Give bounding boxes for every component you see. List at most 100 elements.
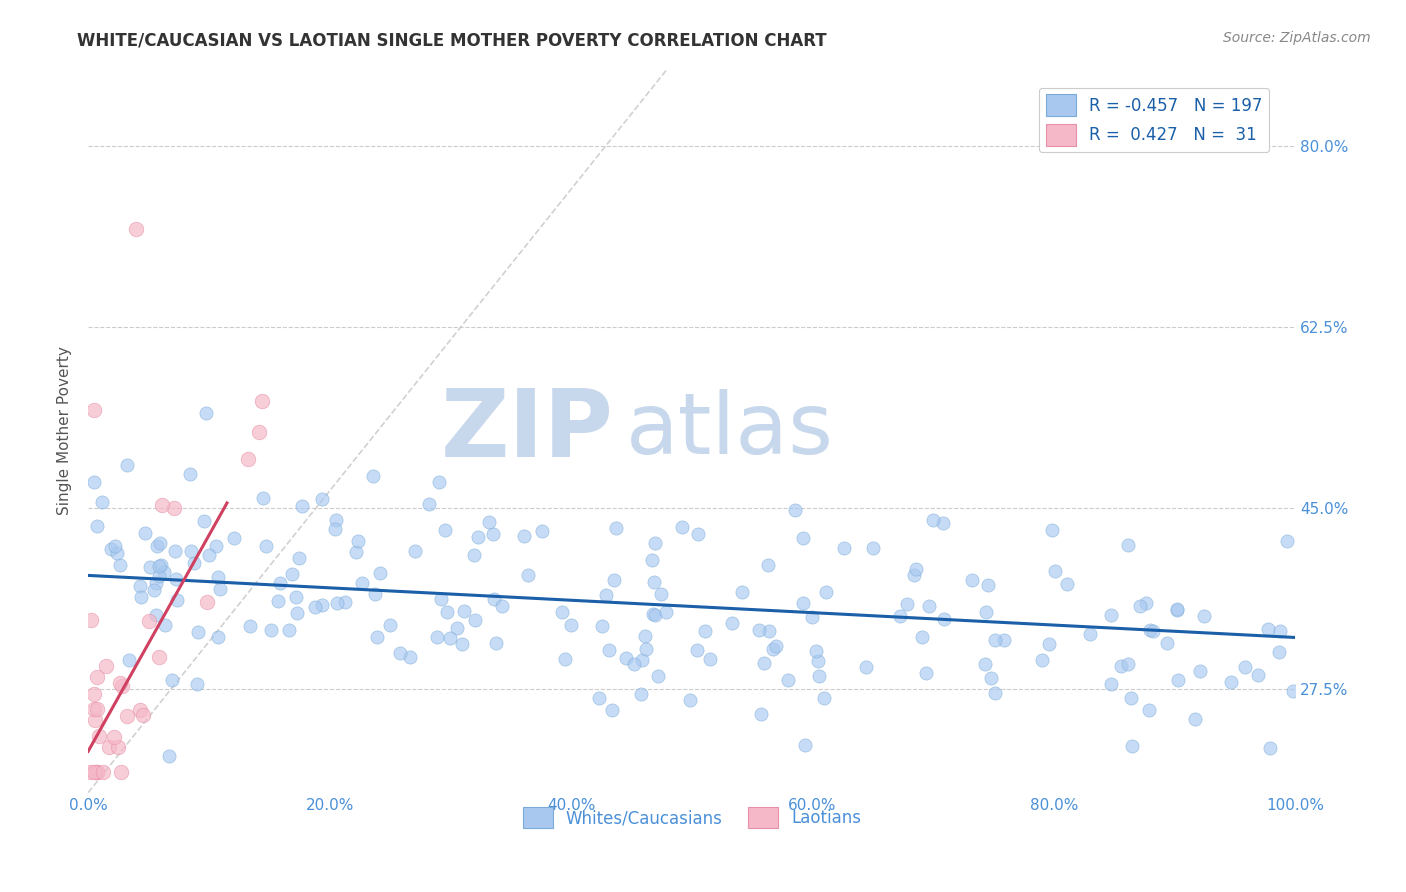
Point xyxy=(1031,653,1053,667)
Point xyxy=(352,576,374,591)
Point xyxy=(560,618,582,632)
Point xyxy=(97,739,120,754)
Point xyxy=(104,539,127,553)
Point xyxy=(623,657,645,671)
Point xyxy=(641,607,664,622)
Point xyxy=(239,619,262,633)
Point xyxy=(323,522,346,536)
Point xyxy=(631,653,654,667)
Point xyxy=(688,527,710,541)
Point xyxy=(364,587,387,601)
Point xyxy=(129,703,152,717)
Point xyxy=(107,740,129,755)
Point xyxy=(129,579,152,593)
Point xyxy=(463,548,485,562)
Point xyxy=(671,520,693,534)
Point xyxy=(605,521,627,535)
Point xyxy=(765,640,787,654)
Point xyxy=(333,595,356,609)
Point xyxy=(641,552,664,566)
Point xyxy=(304,599,326,614)
Point xyxy=(1268,624,1291,638)
Point xyxy=(980,671,1002,685)
Point xyxy=(110,764,132,779)
Point xyxy=(1043,564,1066,578)
Point xyxy=(1116,657,1139,671)
Point xyxy=(762,642,785,657)
Point xyxy=(139,560,162,574)
Point xyxy=(1078,627,1101,641)
Point xyxy=(644,608,666,623)
Point xyxy=(993,633,1015,648)
Point xyxy=(84,764,107,779)
Point xyxy=(288,551,311,566)
Point xyxy=(83,475,105,490)
Point xyxy=(807,669,830,683)
Point xyxy=(1135,596,1157,610)
Point xyxy=(278,623,301,637)
Point xyxy=(389,646,412,660)
Point xyxy=(1233,659,1256,673)
Point xyxy=(1282,684,1305,698)
Point xyxy=(776,673,799,687)
Point xyxy=(260,623,283,637)
Point xyxy=(855,660,877,674)
Point xyxy=(531,524,554,539)
Point xyxy=(1111,659,1133,673)
Point xyxy=(1257,622,1279,636)
Point xyxy=(446,621,468,635)
Text: WHITE/CAUCASIAN VS LAOTIAN SINGLE MOTHER POVERTY CORRELATION CHART: WHITE/CAUCASIAN VS LAOTIAN SINGLE MOTHER… xyxy=(77,31,827,49)
Point xyxy=(814,585,837,599)
Point xyxy=(1247,668,1270,682)
Point xyxy=(86,701,108,715)
Point xyxy=(429,591,451,606)
Point xyxy=(806,654,828,668)
Point xyxy=(551,605,574,619)
Point xyxy=(832,541,855,555)
Legend: Whites/Caucasians, Laotians: Whites/Caucasians, Laotians xyxy=(516,800,868,835)
Point xyxy=(1189,664,1212,678)
Point xyxy=(378,618,401,632)
Point xyxy=(149,558,172,572)
Point xyxy=(889,608,911,623)
Point xyxy=(922,513,945,527)
Point xyxy=(491,599,513,613)
Point xyxy=(630,687,652,701)
Point xyxy=(247,425,270,440)
Point xyxy=(1139,623,1161,637)
Point xyxy=(482,592,505,607)
Point xyxy=(118,653,141,667)
Point xyxy=(918,599,941,614)
Point xyxy=(83,687,105,701)
Point xyxy=(911,630,934,644)
Point xyxy=(163,500,186,515)
Point xyxy=(591,619,613,633)
Point xyxy=(326,596,349,610)
Point xyxy=(162,673,184,687)
Point xyxy=(224,531,246,545)
Point xyxy=(195,595,218,609)
Point xyxy=(973,657,995,671)
Point xyxy=(146,539,169,553)
Point xyxy=(754,656,776,670)
Point xyxy=(1268,645,1291,659)
Point xyxy=(1275,534,1298,549)
Point xyxy=(86,764,108,779)
Point xyxy=(108,558,131,572)
Point xyxy=(83,702,105,716)
Point xyxy=(862,541,884,555)
Point xyxy=(361,468,384,483)
Point xyxy=(284,590,307,604)
Point xyxy=(1056,576,1078,591)
Point xyxy=(186,676,208,690)
Point xyxy=(153,565,176,579)
Point xyxy=(1156,636,1178,650)
Point xyxy=(614,651,637,665)
Point xyxy=(793,739,815,753)
Point xyxy=(83,403,105,417)
Point xyxy=(186,624,208,639)
Text: ZIP: ZIP xyxy=(440,384,613,476)
Point xyxy=(1137,703,1160,717)
Point xyxy=(404,544,426,558)
Point xyxy=(166,593,188,607)
